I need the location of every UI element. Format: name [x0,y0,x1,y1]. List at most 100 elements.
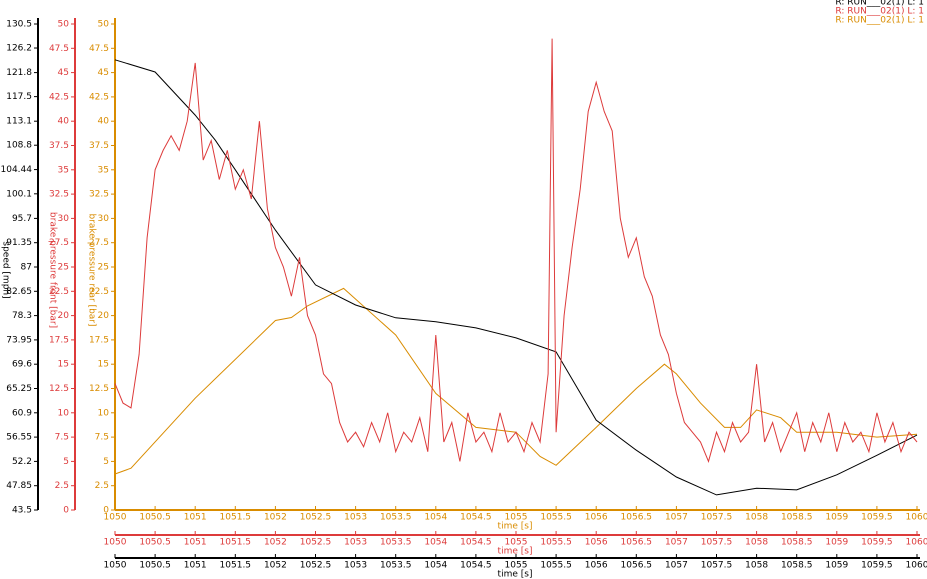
y-tick-label: 12.5 [89,384,109,394]
y-tick-label: 7.5 [55,433,69,443]
x-tick-label: 1052 [264,538,287,548]
y-tick-label: 30 [58,214,70,224]
y-axis-title: brake pressure front [bar] [48,212,58,328]
y-tick-label: 113.1 [6,117,32,127]
series-line [114,287,918,475]
x-tick-label: 1055 [505,513,528,523]
y-tick-label: 22.5 [89,287,109,297]
x-tick-label: 1050 [104,538,127,548]
x-tick-label: 1055 [505,561,528,571]
y-tick-label: 95.7 [12,214,32,224]
series-line [114,59,918,496]
y-tick-label: 117.5 [6,92,32,102]
x-tick-label: 1053 [344,538,367,548]
legend-label: R: RUN___02(1) L: 1 [835,7,924,17]
x-tick-label: 1051.5 [220,561,252,571]
y-tick-label: 43.5 [12,506,32,516]
x-tick-label: 1056 [585,513,608,523]
x-tick-label: 1051 [184,538,207,548]
x-tick-label: 1057.5 [701,538,733,548]
x-tick-label: 1059.5 [861,561,893,571]
y-tick-label: 17.5 [49,335,69,345]
x-tick-label: 1058.5 [781,561,813,571]
x-tick-label: 1060 [906,538,927,548]
x-axis-title: time [s] [498,547,533,557]
x-tick-label: 1052 [264,513,287,523]
y-tick-label: 15 [58,360,69,370]
x-tick-label: 1050.5 [139,538,171,548]
y-tick-label: 40 [98,117,110,127]
y-tick-label: 104.44 [1,165,33,175]
y-tick-label: 108.8 [6,141,32,151]
y-tick-label: 50 [98,20,110,30]
y-tick-label: 73.95 [6,335,32,345]
y-tick-label: 27.5 [89,238,109,248]
legend-label: R: RUN___02(1) L: 1 [835,16,924,26]
y-tick-label: 126.2 [6,44,32,54]
y-tick-label: 35 [98,165,109,175]
x-tick-label: 1052.5 [300,538,332,548]
x-tick-label: 1054 [424,538,447,548]
x-tick-label: 1054 [424,561,447,571]
y-tick-label: 0 [103,506,109,516]
y-tick-label: 22.5 [49,287,69,297]
x-tick-label: 1054.5 [460,538,492,548]
y-tick-label: 65.25 [6,384,32,394]
y-tick-label: 50 [58,20,70,30]
series-line [114,38,918,463]
y-tick-label: 35 [58,165,69,175]
x-tick-label: 1060 [906,513,927,523]
x-tick-label: 1053.5 [380,538,412,548]
x-tick-label: 1059 [825,561,848,571]
x-tick-label: 1057 [665,561,688,571]
x-tick-label: 1050.5 [139,513,171,523]
x-tick-label: 1059.5 [861,513,893,523]
y-tick-label: 100.1 [6,189,32,199]
y-tick-label: 30 [98,214,110,224]
y-tick-label: 5 [63,457,69,467]
x-tick-label: 1055.5 [540,561,572,571]
x-tick-label: 1051 [184,561,207,571]
x-tick-label: 1054.5 [460,513,492,523]
x-tick-label: 1056.5 [621,513,653,523]
y-tick-label: 130.5 [6,20,32,30]
x-tick-label: 1054.5 [460,561,492,571]
x-tick-label: 1054 [424,513,447,523]
x-tick-label: 1058 [745,561,768,571]
y-tick-label: 91.35 [6,238,32,248]
y-tick-label: 25 [58,263,69,273]
y-tick-label: 20 [98,311,110,321]
y-tick-label: 42.5 [89,92,109,102]
y-tick-label: 12.5 [49,384,69,394]
y-tick-label: 20 [58,311,70,321]
y-tick-label: 10 [98,408,110,418]
y-tick-label: 42.5 [49,92,69,102]
x-tick-label: 1052 [264,561,287,571]
y-tick-label: 121.8 [6,68,32,78]
x-tick-label: 1056 [585,561,608,571]
y-tick-label: 2.5 [55,481,69,491]
x-tick-label: 1058.5 [781,538,813,548]
y-tick-label: 45 [98,68,109,78]
x-tick-label: 1053.5 [380,561,412,571]
x-tick-label: 1052.5 [300,513,332,523]
x-tick-label: 1055.5 [540,538,572,548]
x-tick-label: 1057.5 [701,513,733,523]
x-tick-label: 1057.5 [701,561,733,571]
y-tick-label: 17.5 [89,335,109,345]
y-tick-label: 78.3 [12,311,32,321]
x-tick-label: 1050.5 [139,561,171,571]
x-tick-label: 1050 [104,561,127,571]
y-tick-label: 56.55 [6,433,32,443]
y-tick-label: 0 [63,506,69,516]
x-tick-label: 1050 [104,513,127,523]
y-tick-label: 52.2 [12,457,32,467]
y-tick-label: 37.5 [89,141,109,151]
y-tick-label: 7.5 [95,433,109,443]
y-tick-label: 60.9 [12,408,32,418]
y-axis-title: speed [mph] [1,241,11,298]
y-tick-label: 10 [58,408,70,418]
x-tick-label: 1058 [745,538,768,548]
y-tick-label: 37.5 [49,141,69,151]
